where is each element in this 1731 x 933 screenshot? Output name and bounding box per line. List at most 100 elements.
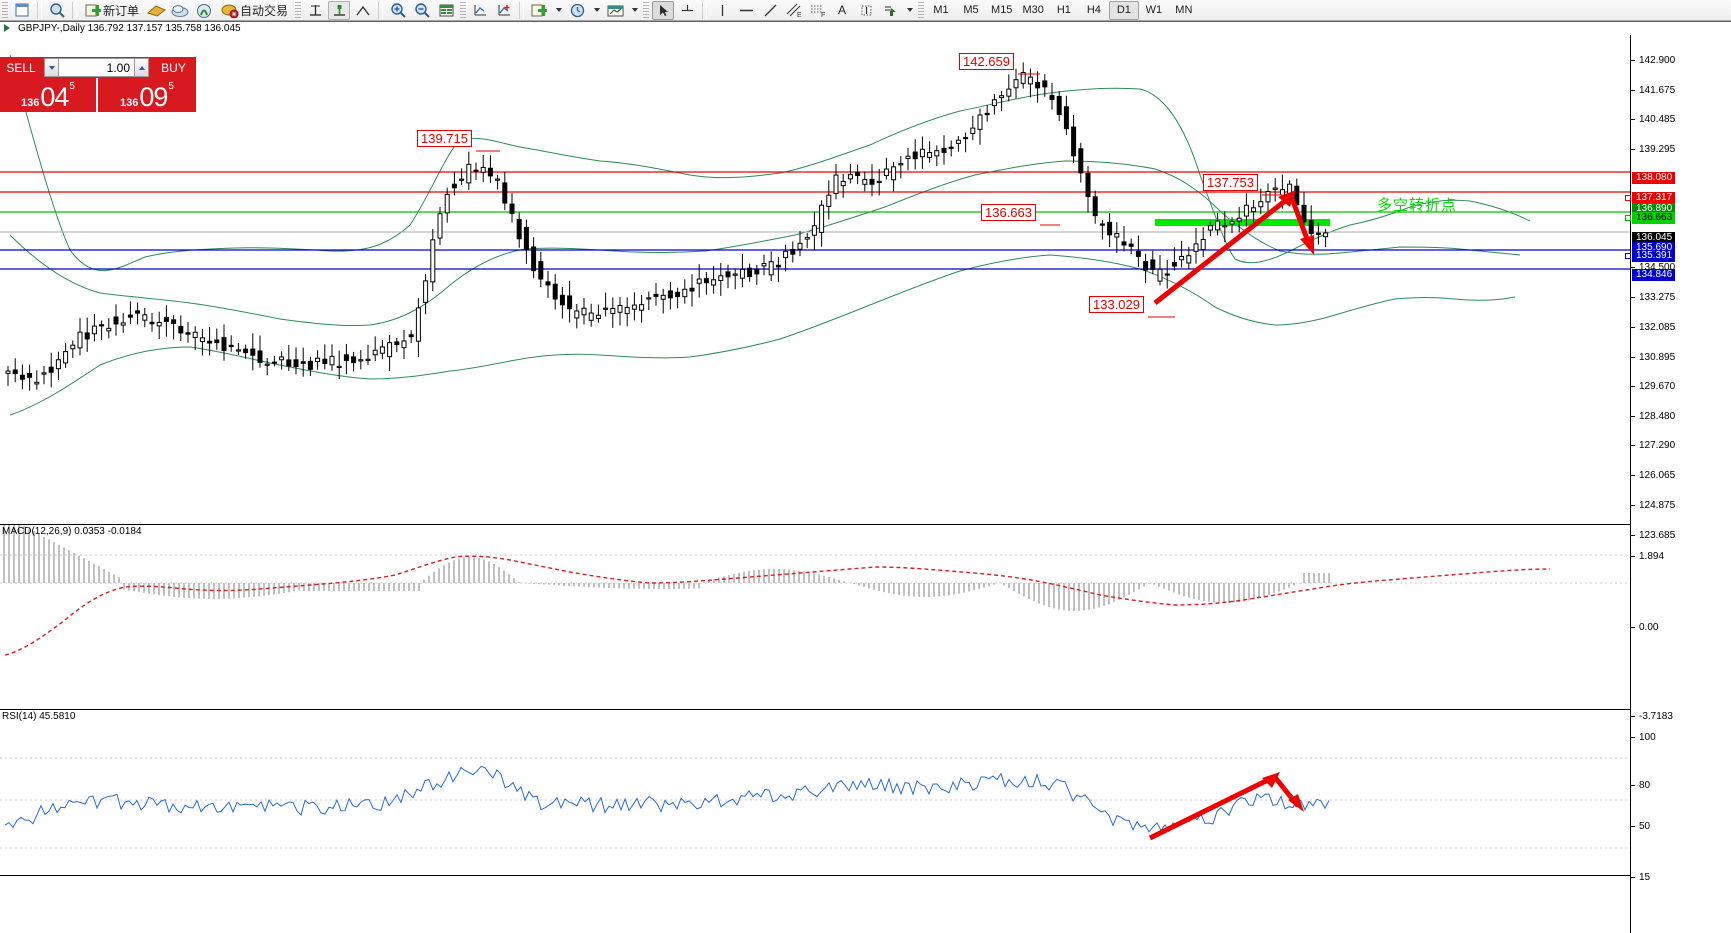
buy-button[interactable]: BUY: [151, 57, 196, 78]
crosshair-icon[interactable]: [676, 1, 698, 20]
price-axis-badge[interactable]: 136.045: [1632, 232, 1676, 244]
price-axis-tick: -3.7183: [1631, 711, 1673, 722]
fibonacci-icon[interactable]: F: [807, 1, 829, 20]
uptrend-arrow-head: [1278, 190, 1296, 207]
toolbar-grip-5[interactable]: [918, 1, 925, 19]
data-window-icon[interactable]: [435, 1, 457, 20]
price-axis-badge[interactable]: 134.846: [1632, 269, 1676, 281]
cursor-icon[interactable]: [652, 0, 675, 20]
arrows-dropdown-icon[interactable]: [903, 1, 915, 20]
text-label-icon[interactable]: [855, 1, 877, 20]
price-axis[interactable]: 142.900 141.675 140.485 139.295 134.500 133.2…: [1625, 35, 1731, 933]
ask-price-display[interactable]: 136 09 5: [98, 78, 196, 112]
toolbar-grip[interactable]: [2, 1, 8, 19]
price-axis-badge[interactable]: 136.663: [1632, 212, 1676, 224]
price-level-handle[interactable]: [1625, 195, 1631, 201]
templates-icon[interactable]: [604, 1, 626, 20]
timeframe-h4[interactable]: H4: [1086, 4, 1101, 16]
price-axis-badge[interactable]: 135.391: [1632, 250, 1676, 262]
volume-decrement-button[interactable]: [44, 58, 59, 77]
volume-input[interactable]: 1.00: [59, 58, 134, 77]
price-axis-badge[interactable]: 137.317: [1632, 192, 1676, 204]
history-icon[interactable]: [145, 1, 167, 20]
volume-increment-button[interactable]: [134, 58, 149, 77]
align-bottom-icon[interactable]: [304, 1, 326, 20]
arrows-icon[interactable]: [879, 1, 901, 20]
new-order-button[interactable]: 新订单: [81, 1, 143, 20]
timeframe-m30[interactable]: M30: [1022, 4, 1044, 16]
chart-plot[interactable]: MACD(12,26,9) 0.0353 -0.0184 RSI(14) 45.…: [0, 35, 1630, 876]
vertical-line-icon[interactable]: [711, 1, 733, 20]
signal-icon[interactable]: [193, 1, 215, 20]
timeframe-h1[interactable]: H1: [1056, 4, 1071, 16]
timeframe-m1[interactable]: M1: [933, 4, 949, 16]
timeframe-d1[interactable]: D1: [1108, 0, 1139, 20]
tag-139-715[interactable]: 139.715: [417, 130, 472, 147]
volume-control[interactable]: 1.00: [42, 57, 151, 78]
period-separator-icon[interactable]: [566, 1, 588, 20]
chart-shift-icon[interactable]: [352, 1, 374, 20]
price-axis-tick: 129.670: [1631, 381, 1675, 392]
indicator-add-icon[interactable]: [493, 1, 515, 20]
price-level-handle[interactable]: [1625, 215, 1631, 221]
timeframe-w1[interactable]: W1: [1145, 4, 1163, 16]
macd-signal-line: [4, 555, 1551, 656]
add-indicator-dropdown-icon[interactable]: [552, 1, 564, 20]
timeframe-mn[interactable]: MN: [1175, 4, 1193, 16]
symbol-info-text: GBPJPY-,Daily 136.792 137.157 135.758 13…: [18, 23, 241, 34]
toolbar-grip-4[interactable]: [643, 1, 650, 19]
horizontal-line-icon[interactable]: [735, 1, 757, 20]
bid-price-display[interactable]: 136 04 5: [0, 78, 98, 112]
equidistant-channel-icon[interactable]: E: [783, 1, 805, 20]
downtrend-arrow-head: [1300, 235, 1314, 255]
zoom-out-icon[interactable]: [411, 1, 433, 20]
price-axis-tick: 123.685: [1631, 530, 1675, 541]
timeframe-m15[interactable]: M15: [991, 4, 1013, 16]
macd-pane[interactable]: MACD(12,26,9) 0.0353 -0.0184: [0, 525, 1630, 710]
toolbar-grip-3[interactable]: [460, 1, 467, 19]
chart-window-icon[interactable]: [11, 1, 33, 20]
cloud-icon[interactable]: [169, 1, 191, 20]
one-click-trading-panel[interactable]: SELL 1.00 BUY 136 04 5 136 09 5: [0, 57, 196, 112]
timeframe-m5[interactable]: M5: [963, 4, 979, 16]
templates-dropdown-icon[interactable]: [628, 1, 640, 20]
price-axis-tick: 127.290: [1631, 440, 1675, 451]
price-axis-tick: 126.065: [1631, 470, 1675, 481]
bid-price-main: 04: [40, 82, 69, 112]
price-level-handle[interactable]: [1625, 253, 1631, 259]
price-axis-tick: 133.275: [1631, 292, 1675, 303]
chart-area[interactable]: GBPJPY-,Daily 136.792 137.157 135.758 13…: [0, 21, 1731, 933]
macd-label: MACD(12,26,9) 0.0353 -0.0184: [2, 526, 142, 537]
zoom-in-icon[interactable]: [387, 1, 409, 20]
symbol-info-bar: GBPJPY-,Daily 136.792 137.157 135.758 13…: [0, 22, 1731, 35]
price-axis-tick: 140.485: [1631, 114, 1675, 125]
tag-133-029[interactable]: 133.029: [1089, 296, 1144, 313]
align-bottom-green-icon[interactable]: [328, 0, 351, 20]
tag-142-659[interactable]: 142.659: [959, 53, 1014, 70]
svg-text:F: F: [821, 12, 825, 18]
period-dropdown-icon[interactable]: [590, 1, 602, 20]
text-tool-icon[interactable]: A: [831, 1, 853, 20]
price-axis-tick: 139.295: [1631, 144, 1675, 155]
price-pane[interactable]: [0, 35, 1630, 525]
bid-price-point: 5: [69, 81, 75, 92]
zoom-search-icon[interactable]: [46, 1, 68, 20]
tag-137-753[interactable]: 137.753: [1203, 174, 1258, 191]
price-axis-badge[interactable]: 138.080: [1632, 172, 1676, 184]
rsi-downtrend-arrow-head: [1288, 794, 1304, 812]
chinese-annotation-note[interactable]: 多空转折点: [1377, 197, 1458, 214]
price-axis-tick: 142.900: [1631, 55, 1675, 66]
rsi-pane[interactable]: RSI(14) 45.5810: [0, 710, 1630, 876]
toolbar-grip-2[interactable]: [295, 1, 302, 19]
rsi-graphics: [0, 757, 1630, 849]
indicator-list-icon[interactable]: [469, 1, 491, 20]
auto-trading-button[interactable]: 自动交易: [217, 1, 292, 20]
price-axis-tick: 100: [1631, 732, 1656, 743]
tag-136-663[interactable]: 136.663: [981, 204, 1036, 221]
uptrend-arrow-line: [1153, 195, 1292, 305]
sell-button[interactable]: SELL: [0, 57, 42, 78]
trendline-icon[interactable]: [759, 1, 781, 20]
add-indicator-icon[interactable]: [528, 1, 550, 20]
main-toolbar: 新订单 自动交易: [0, 0, 1731, 21]
